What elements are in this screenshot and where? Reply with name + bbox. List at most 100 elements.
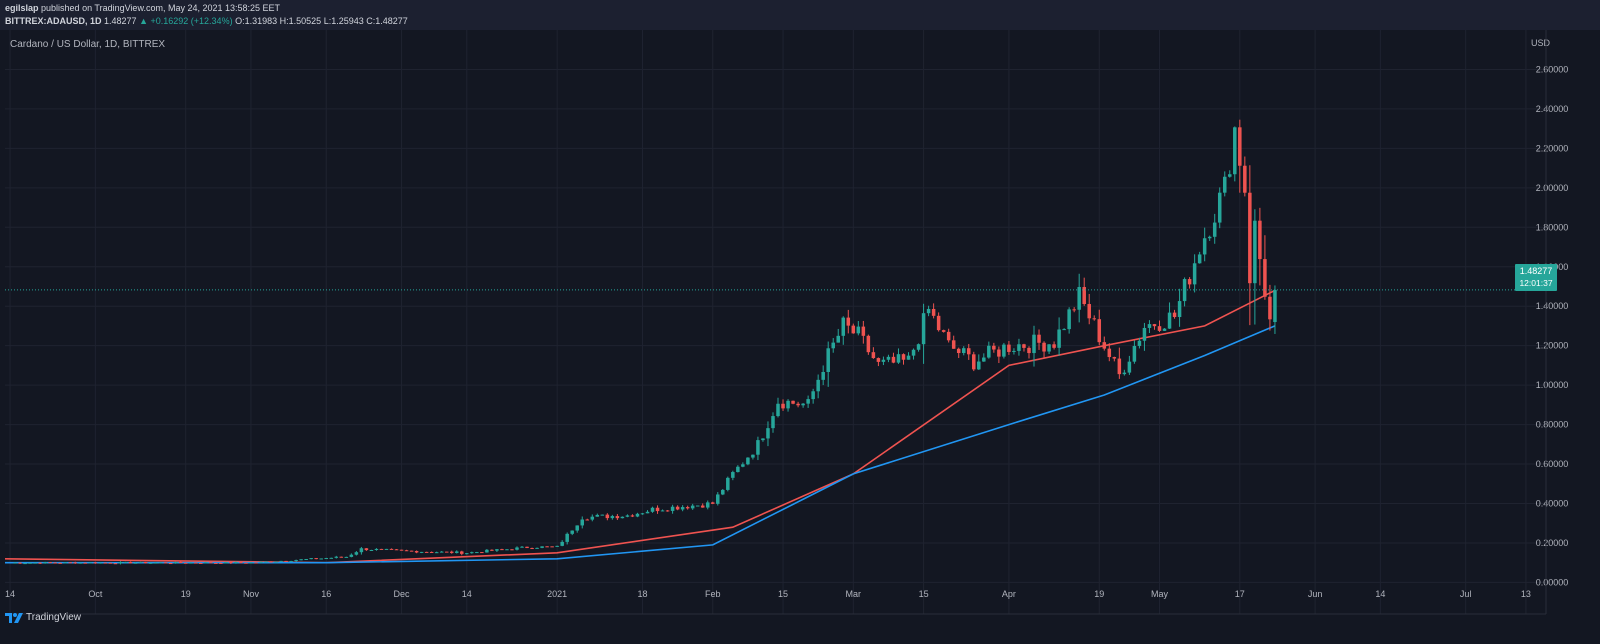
published-text: published on TradingView.com, May 24, 20… <box>41 3 281 13</box>
candle-body <box>590 516 595 520</box>
candle-body <box>570 530 574 534</box>
candle-body <box>314 558 318 560</box>
candle-body <box>1072 309 1076 311</box>
candle-body <box>1097 319 1102 343</box>
candle-body <box>500 549 504 551</box>
candle-body <box>249 562 253 564</box>
candle-body <box>997 349 1001 357</box>
candle-body <box>264 561 268 563</box>
candle-body <box>279 560 283 562</box>
candle-body <box>13 562 17 564</box>
high-value: H:1.50525 <box>279 16 322 26</box>
candle-body <box>741 464 745 467</box>
candle-body <box>520 546 524 548</box>
candle-body <box>274 561 278 563</box>
candle-body <box>510 549 514 551</box>
candle-body <box>1047 344 1051 352</box>
candle-body <box>1202 238 1207 255</box>
candle-body <box>1217 192 1222 223</box>
candle-body <box>1117 358 1122 375</box>
candle-body <box>128 561 133 564</box>
change-text: ▲ +0.16292 (+12.34%) <box>139 16 233 26</box>
candle-body <box>444 551 449 553</box>
candle-body <box>1122 372 1127 375</box>
candle-body <box>821 371 825 380</box>
candle-body <box>505 549 509 551</box>
author-name[interactable]: egilslap <box>5 3 39 13</box>
candle-body <box>359 548 364 553</box>
candle-body <box>1177 301 1182 318</box>
candle-body <box>1037 334 1041 343</box>
candle-body <box>866 335 871 353</box>
candle-body <box>816 379 820 392</box>
candle-body <box>675 506 680 510</box>
candle-body <box>78 562 83 564</box>
candle-body <box>394 549 399 551</box>
candle-body <box>88 562 93 564</box>
chart-header: egilslap published on TradingView.com, M… <box>0 0 1600 30</box>
candle-body <box>786 400 790 409</box>
candle-body <box>434 552 439 554</box>
candle-body <box>259 561 263 563</box>
candle-body <box>911 349 916 356</box>
candle-body <box>615 516 620 519</box>
candle-body <box>756 440 760 455</box>
candle-body <box>1222 176 1227 193</box>
candle-body <box>183 562 188 564</box>
candle-body <box>680 507 685 510</box>
candle-body <box>796 403 800 406</box>
candle-body <box>1268 296 1272 320</box>
candle-body <box>1067 309 1071 330</box>
candle-body <box>1197 254 1202 264</box>
candle-body <box>294 560 298 562</box>
candle-body <box>846 317 851 326</box>
candle-body <box>956 348 961 354</box>
candle-body <box>1007 344 1011 352</box>
candle-body <box>1027 347 1031 354</box>
candle-body <box>761 438 765 441</box>
candlestick-chart[interactable] <box>5 30 1546 614</box>
candle-body <box>53 562 57 564</box>
candle-body <box>530 548 534 550</box>
candle-body <box>1052 344 1056 348</box>
tradingview-logo[interactable]: TradingView <box>5 612 81 623</box>
candle-body <box>409 550 414 552</box>
candle-body <box>670 506 675 511</box>
candle-body <box>204 562 208 564</box>
candle-body <box>736 466 740 473</box>
candle-body <box>199 562 203 564</box>
candle-body <box>951 340 956 349</box>
candle-body <box>485 549 489 553</box>
candle-body <box>881 359 886 362</box>
candle-body <box>83 562 88 564</box>
candle-body <box>921 313 926 345</box>
candle-body <box>650 507 655 512</box>
candle-body <box>726 477 730 490</box>
candle-body <box>1212 222 1217 237</box>
candle-body <box>1127 361 1132 373</box>
candle-body <box>831 342 835 349</box>
candle-body <box>1273 289 1277 323</box>
candle-body <box>309 558 313 560</box>
candle-body <box>766 428 770 439</box>
candle-body <box>480 552 484 554</box>
candle-body <box>961 348 966 354</box>
candle-body <box>168 563 173 565</box>
candle-body <box>620 516 625 519</box>
publish-line: egilslap published on TradingView.com, M… <box>5 3 280 13</box>
candle-body <box>811 391 815 400</box>
candle-body <box>269 561 273 563</box>
candle-body <box>771 416 775 429</box>
chart-panel[interactable]: Cardano / US Dollar, 1D, BITTREX <box>5 30 1546 614</box>
candle-body <box>299 559 303 561</box>
candle-body <box>1152 324 1157 327</box>
ohlc-line: BITTREX:ADAUSD, 1D 1.48277 ▲ +0.16292 (+… <box>5 16 408 26</box>
candle-body <box>384 548 389 550</box>
candle-body <box>746 457 750 465</box>
candle-body <box>836 335 841 343</box>
candle-body <box>600 514 605 516</box>
candle-body <box>1077 287 1081 310</box>
candle-body <box>1102 342 1107 349</box>
candle-body <box>43 562 47 564</box>
candle-body <box>178 561 183 563</box>
